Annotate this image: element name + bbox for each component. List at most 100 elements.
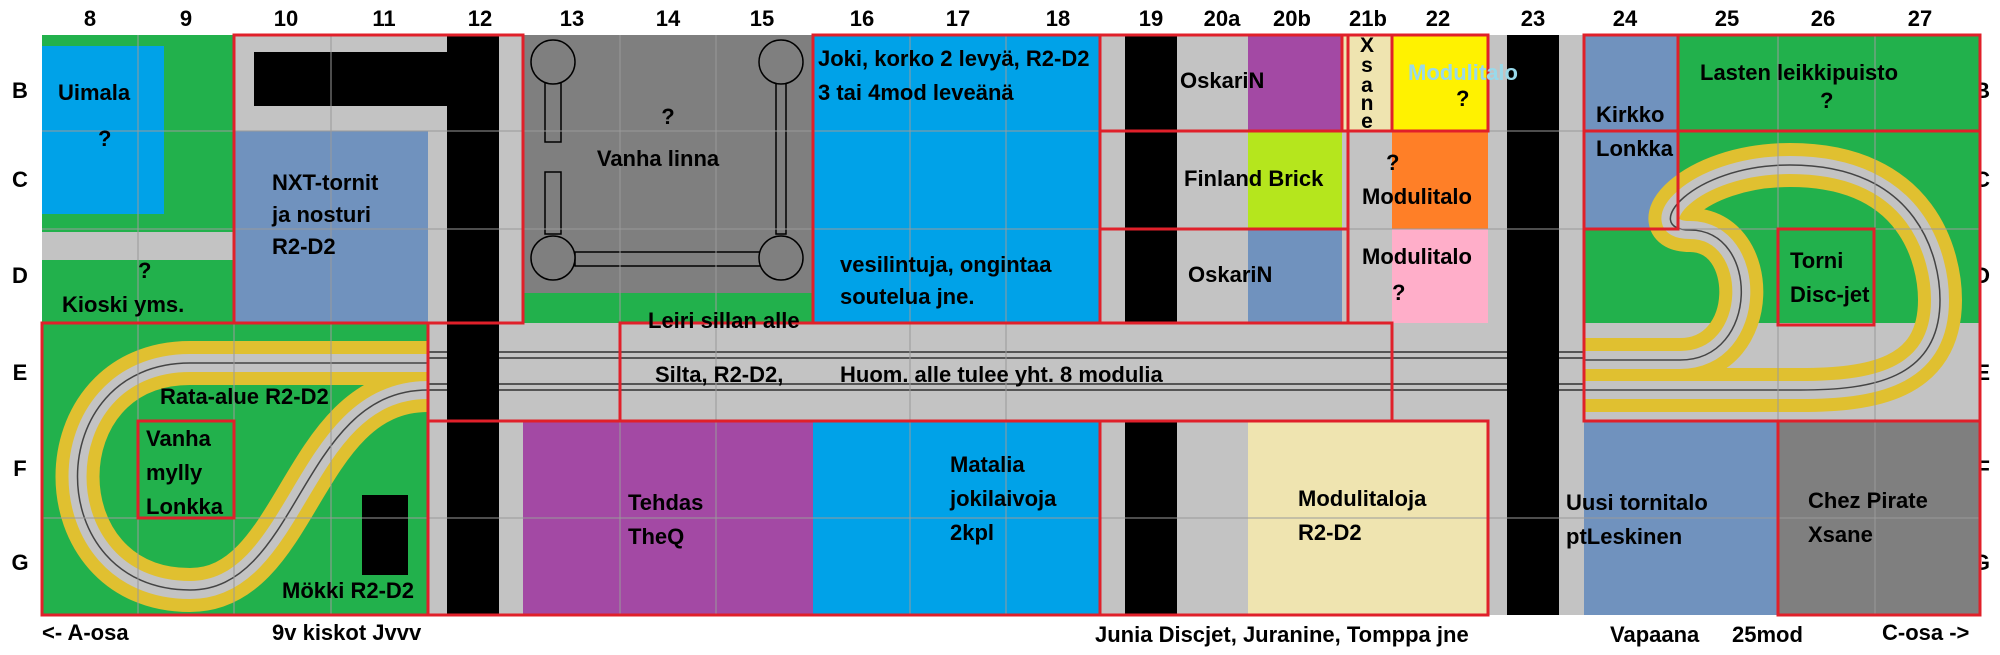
label-modulitalo-d: Modulitalo	[1362, 244, 1472, 269]
castle-tower-bl	[530, 235, 576, 281]
col-9: 9	[180, 6, 192, 31]
label-finland-brick: Finland Brick	[1184, 166, 1324, 191]
castle-tower-br	[758, 235, 804, 281]
zone-modulitalo-b	[1390, 33, 1490, 133]
label-torni-2: Disc-jet	[1790, 282, 1870, 307]
label-mylly-2: mylly	[146, 460, 203, 485]
footer-a-osa: <- A-osa	[42, 620, 129, 645]
label-nxt-3: R2-D2	[272, 234, 336, 259]
track-rail-left	[76, 362, 429, 591]
castle-wall-bottom	[574, 251, 762, 267]
label-silta: Silta, R2-D2,	[655, 362, 783, 387]
castle-walls	[530, 39, 804, 281]
footer-vapaana: Vapaana	[1610, 622, 1700, 647]
xsane-module	[1342, 35, 1392, 131]
uimala-pool	[42, 46, 164, 214]
label-joki-2: 3 tai 4mod leveänä	[818, 80, 1014, 105]
castle-tower-tr	[758, 39, 804, 85]
modulitalo-pink	[1392, 229, 1488, 323]
xsane-char-2: s	[1361, 54, 1373, 77]
zone-borders	[40, 33, 1982, 617]
col-24: 24	[1613, 6, 1638, 31]
label-vesi-1: vesilintuja, ongintaa	[840, 252, 1052, 277]
label-vesi-2: soutelua jne.	[840, 284, 974, 309]
castle-wall-left-top	[544, 79, 562, 143]
label-kirkko-2: Lonkka	[1596, 136, 1674, 161]
modulitalo-yellow	[1392, 35, 1488, 131]
row-b-left: B	[12, 78, 28, 103]
col-20a: 20a	[1204, 6, 1241, 31]
mokki-cabin	[362, 495, 408, 575]
col-10: 10	[274, 6, 298, 31]
label-oskarin-d: OskariN	[1188, 262, 1272, 287]
zone-mylly	[136, 419, 236, 520]
xsane-char-3: a	[1361, 74, 1373, 97]
label-modulitaloja-1: Modulitaloja	[1298, 486, 1427, 511]
castle-tower-tl	[530, 39, 576, 85]
label-uimala-q: ?	[98, 126, 111, 151]
footer-kiskot: 9v kiskot Jvvv	[272, 620, 422, 645]
col-23: 23	[1521, 6, 1545, 31]
row-g-left: G	[11, 550, 28, 575]
label-huom: Huom. alle tulee yht. 8 modulia	[840, 362, 1163, 387]
oskarin-purple-module	[1248, 35, 1342, 131]
row-d-left: D	[12, 263, 28, 288]
road-col-23-bridge	[1507, 323, 1559, 421]
label-mylly-1: Vanha	[146, 426, 212, 451]
joki-river-area	[813, 35, 1100, 323]
label-modulitalo-d-q: ?	[1392, 280, 1405, 305]
label-matalia-1: Matalia	[950, 452, 1025, 477]
track-loop-right	[1584, 142, 1963, 412]
col-20b: 20b	[1273, 6, 1311, 31]
castle-wall-right	[775, 79, 787, 235]
col-16: 16	[850, 6, 874, 31]
footer-c-osa: C-osa ->	[1882, 620, 1969, 645]
col-17: 17	[946, 6, 970, 31]
label-leikkipuisto: Lasten leikkipuisto	[1700, 60, 1898, 85]
label-vanha-linna: Vanha linna	[597, 146, 720, 171]
label-mokki: Mökki R2-D2	[282, 578, 414, 603]
zone-torni	[1776, 227, 1876, 327]
xsane-char-1: X	[1360, 34, 1374, 57]
label-matalia-2: jokilaivoja	[949, 486, 1057, 511]
label-modulitaloja-2: R2-D2	[1298, 520, 1362, 545]
col-13: 13	[560, 6, 584, 31]
footer-25mod: 25mod	[1732, 622, 1803, 647]
col-14: 14	[656, 6, 681, 31]
zone-pirate	[1776, 419, 1982, 617]
label-tehdas-1: Tehdas	[628, 490, 703, 515]
road-black-horizontal	[254, 52, 447, 106]
finland-brick-module	[1248, 131, 1342, 229]
label-modulitalo-b: Modulitalo	[1408, 60, 1518, 85]
col-11: 11	[372, 6, 395, 31]
xsane-char-4: n	[1361, 92, 1374, 115]
col-22: 22	[1426, 6, 1450, 31]
col-26: 26	[1811, 6, 1835, 31]
col-15: 15	[750, 6, 774, 31]
label-oskarin-b: OskariN	[1180, 68, 1264, 93]
row-f-left: F	[13, 456, 26, 481]
label-nxt-2: ja nosturi	[271, 202, 371, 227]
row-c-left: C	[12, 167, 28, 192]
label-xsane-vertical: X s a n e	[1360, 34, 1374, 133]
col-18: 18	[1046, 6, 1070, 31]
label-tornitalo-1: Uusi tornitalo	[1566, 490, 1708, 515]
label-matalia-3: 2kpl	[950, 520, 994, 545]
label-rata-alue: Rata-alue R2-D2	[160, 384, 329, 409]
track-s-curve-left	[55, 341, 430, 613]
col-21b: 21b	[1349, 6, 1387, 31]
road-col-12-bridge	[447, 323, 499, 421]
xsane-char-5: e	[1361, 110, 1373, 133]
label-mylly-3: Lonkka	[146, 494, 224, 519]
footer-labels: <- A-osa 9v kiskot Jvvv Junia Discjet, J…	[42, 620, 1969, 647]
road-col-19-top	[1125, 35, 1177, 323]
col-8: 8	[84, 6, 96, 31]
label-uimala: Uimala	[58, 80, 131, 105]
zone-modulitaloja	[1098, 419, 1490, 617]
row-e-left: E	[13, 360, 28, 385]
label-nxt-1: NXT-tornit	[272, 170, 379, 195]
zone-labels: Uimala ? ? Kioski yms. NXT-tornit ja nos…	[58, 34, 1928, 603]
castle-wall-left-bottom	[544, 171, 562, 235]
